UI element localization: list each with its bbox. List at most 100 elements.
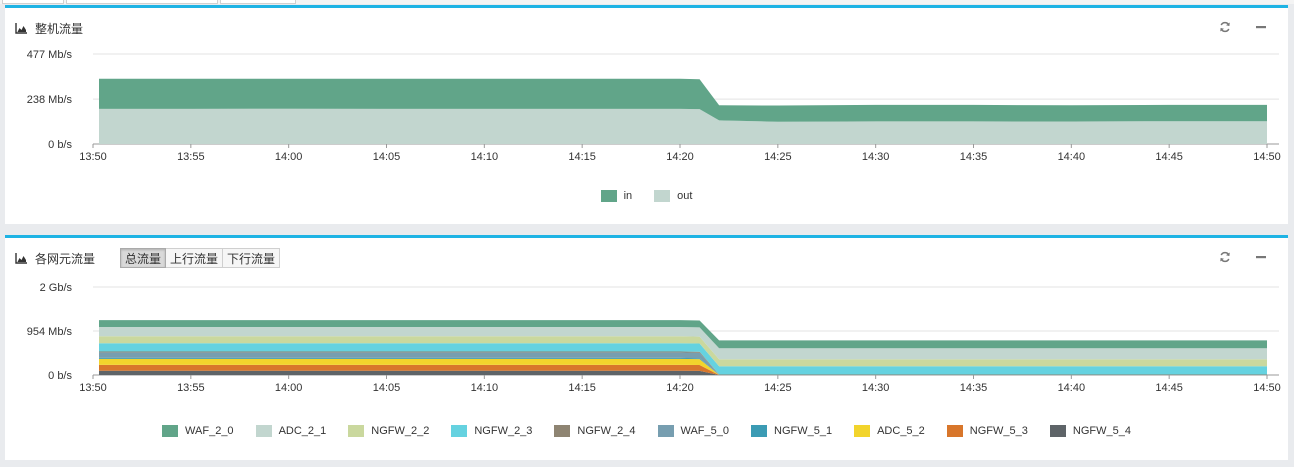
area-ADC_5_2[interactable]: [99, 358, 1267, 375]
legend-swatch: [451, 425, 468, 437]
x-tick-label: 13:55: [177, 382, 205, 394]
x-tick-label: 14:05: [373, 151, 401, 163]
legend-swatch: [657, 425, 674, 437]
system-traffic-panel: 整机流量 477 Mb/s 238 Mb/s 0 b/s 13:50 13:55 14:0…: [5, 5, 1288, 224]
legend-label: WAF_5_0: [680, 425, 730, 437]
ne-traffic-panel: 各网元流量 总流量 上行流量 下行流量 2 Gb/s 954 Mb/s 0 b/s 1…: [5, 235, 1288, 460]
area-in[interactable]: [99, 78, 1267, 122]
x-tick-label: 14:00: [275, 382, 303, 394]
x-tick-label: 14:15: [568, 382, 596, 394]
legend-item-NGFW_2_3[interactable]: NGFW_2_3: [451, 425, 532, 437]
x-tick-label: 14:45: [1155, 151, 1183, 163]
legend-swatch: [854, 425, 871, 437]
x-tick-label: 14:00: [275, 151, 303, 163]
x-tick-label: 14:25: [764, 382, 792, 394]
y-tick-label: 0 b/s: [48, 139, 72, 151]
legend-swatch: [348, 425, 365, 437]
y-tick-label: 2 Gb/s: [40, 282, 73, 294]
x-tick-label: 14:05: [373, 382, 401, 394]
minimize-icon[interactable]: [1254, 250, 1268, 264]
legend-swatch: [255, 425, 272, 437]
x-tick-label: 14:30: [862, 382, 890, 394]
legend-item-in[interactable]: in: [600, 190, 633, 202]
refresh-icon[interactable]: [1218, 250, 1232, 264]
ne-traffic-chart: 2 Gb/s 954 Mb/s 0 b/s 13:50 13:55 14:00 14:05 1…: [27, 282, 1281, 394]
x-tick-label: 14:50: [1253, 382, 1281, 394]
tab-uplink-traffic[interactable]: 上行流量: [166, 248, 224, 268]
legend-label: out: [677, 190, 693, 202]
legend-item-ADC_2_1[interactable]: ADC_2_1: [255, 425, 327, 437]
x-tick-label: 13:55: [177, 151, 205, 163]
y-tick-label: 238 Mb/s: [27, 94, 73, 106]
legend-item-WAF_2_0[interactable]: WAF_2_0: [162, 425, 234, 437]
panel-title-text: 各网元流量: [35, 252, 96, 266]
area-WAF_2_0[interactable]: [99, 320, 1267, 349]
legend-swatch: [600, 190, 617, 202]
legend-item-NGFW_5_4[interactable]: NGFW_5_4: [1049, 425, 1131, 437]
tab-fragment[interactable]: [2, 0, 64, 4]
legend-swatch: [554, 425, 571, 437]
panel-tools: [1218, 250, 1268, 264]
legend-swatch: [654, 190, 671, 202]
area-out[interactable]: [99, 108, 1267, 144]
x-tick-label: 14:20: [666, 151, 694, 163]
legend-item-WAF_5_0[interactable]: WAF_5_0: [657, 425, 730, 437]
x-tick-label: 13:50: [79, 151, 107, 163]
legend-label: ADC_5_2: [877, 425, 925, 437]
legend-label: NGFW_5_4: [1072, 425, 1131, 437]
legend-swatch: [162, 425, 179, 437]
tab-total-traffic[interactable]: 总流量: [120, 248, 167, 268]
area-NGFW_5_3[interactable]: [99, 364, 1267, 375]
legend-label: NGFW_5_3: [969, 425, 1028, 437]
x-tick-label: 14:30: [862, 151, 890, 163]
x-tick-label: 14:50: [1253, 151, 1281, 163]
legend-label: ADC_2_1: [278, 425, 327, 437]
tab-fragment[interactable]: [66, 0, 218, 4]
y-tick-label: 954 Mb/s: [27, 326, 73, 338]
x-tick-label: 14:10: [471, 382, 499, 394]
panel-title: 整机流量: [15, 20, 83, 37]
panel-title-text: 整机流量: [35, 22, 84, 36]
y-tick-label: 0 b/s: [48, 370, 72, 382]
x-tick-label: 14:40: [1058, 151, 1086, 163]
panel-tools: [1218, 20, 1268, 34]
legend-label: NGFW_2_4: [577, 425, 636, 437]
legend-item-NGFW_5_3[interactable]: NGFW_5_3: [946, 425, 1028, 437]
legend-label: in: [623, 190, 633, 202]
panel-title: 各网元流量: [15, 250, 95, 267]
legend-swatch: [751, 425, 768, 437]
minimize-icon[interactable]: [1254, 20, 1268, 34]
area-chart-icon: [15, 23, 28, 34]
area-chart-icon: [15, 253, 28, 264]
legend-item-NGFW_2_4[interactable]: NGFW_2_4: [554, 425, 636, 437]
area-NGFW_2_2[interactable]: [99, 336, 1267, 367]
tab-fragment[interactable]: [220, 0, 296, 4]
y-tick-label: 477 Mb/s: [27, 49, 73, 61]
x-tick-label: 14:45: [1155, 382, 1183, 394]
chart-legend: WAF_2_0 ADC_2_1 NGFW_2_2 NGFW_2_3 NGFW_2_4 WA…: [5, 425, 1288, 437]
legend-swatch: [946, 425, 963, 437]
legend-label: NGFW_5_1: [774, 425, 833, 437]
legend-item-NGFW_5_1[interactable]: NGFW_5_1: [751, 425, 832, 437]
legend-item-NGFW_2_2[interactable]: NGFW_2_2: [348, 425, 429, 437]
x-tick-label: 14:35: [960, 151, 988, 163]
x-tick-label: 14:10: [471, 151, 499, 163]
chart-legend: in out: [5, 190, 1288, 202]
x-tick-label: 14:35: [960, 382, 988, 394]
tab-downlink-traffic[interactable]: 下行流量: [223, 248, 281, 268]
legend-label: NGFW_2_3: [474, 425, 533, 437]
legend-item-out[interactable]: out: [654, 190, 692, 202]
legend-label: NGFW_2_2: [371, 425, 430, 437]
x-tick-label: 14:40: [1058, 382, 1086, 394]
x-tick-label: 14:15: [568, 151, 596, 163]
refresh-icon[interactable]: [1218, 20, 1232, 34]
area-WAF_5_0[interactable]: [99, 352, 1267, 375]
traffic-direction-tabs: 总流量 上行流量 下行流量: [120, 248, 281, 268]
area-NGFW_5_4[interactable]: [99, 370, 1267, 375]
area-NGFW_2_3[interactable]: [99, 343, 1267, 375]
area-ADC_2_1[interactable]: [99, 327, 1267, 360]
legend-label: WAF_2_0: [185, 425, 234, 437]
legend-item-ADC_5_2[interactable]: ADC_5_2: [854, 425, 925, 437]
x-tick-label: 14:25: [764, 151, 792, 163]
system-traffic-chart: 477 Mb/s 238 Mb/s 0 b/s 13:50 13:55 14:00 14:0…: [27, 49, 1281, 163]
